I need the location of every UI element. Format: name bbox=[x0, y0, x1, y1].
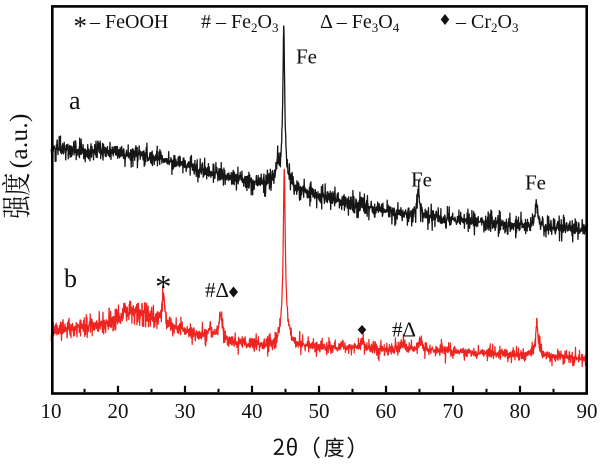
svg-text:80: 80 bbox=[510, 399, 531, 423]
svg-text:*: * bbox=[155, 270, 172, 306]
svg-text:10: 10 bbox=[41, 399, 62, 423]
svg-text:*: * bbox=[74, 11, 88, 41]
svg-text:a: a bbox=[69, 86, 81, 115]
svg-text:– FeOOH: – FeOOH bbox=[89, 11, 168, 33]
svg-text:Fe: Fe bbox=[296, 45, 317, 69]
svg-text:(a.u.): (a.u.) bbox=[6, 113, 33, 168]
svg-text:50: 50 bbox=[309, 399, 330, 423]
svg-text:90: 90 bbox=[577, 399, 598, 423]
svg-text:Fe: Fe bbox=[525, 171, 546, 195]
svg-text:Δ – Fe3O4: Δ – Fe3O4 bbox=[320, 11, 400, 35]
svg-text:60: 60 bbox=[376, 399, 397, 423]
svg-text:20: 20 bbox=[108, 399, 129, 423]
svg-text:70: 70 bbox=[443, 399, 464, 423]
svg-text:#Δ: #Δ bbox=[392, 318, 416, 342]
svg-text:30: 30 bbox=[175, 399, 196, 423]
svg-text:40: 40 bbox=[242, 399, 263, 423]
svg-text:Fe: Fe bbox=[411, 168, 432, 192]
svg-text:# – Fe2O3: # – Fe2O3 bbox=[201, 11, 278, 35]
svg-text:#Δ: #Δ bbox=[205, 278, 229, 302]
svg-text:– Cr2O3: – Cr2O3 bbox=[455, 11, 518, 35]
svg-text:b: b bbox=[64, 264, 77, 293]
